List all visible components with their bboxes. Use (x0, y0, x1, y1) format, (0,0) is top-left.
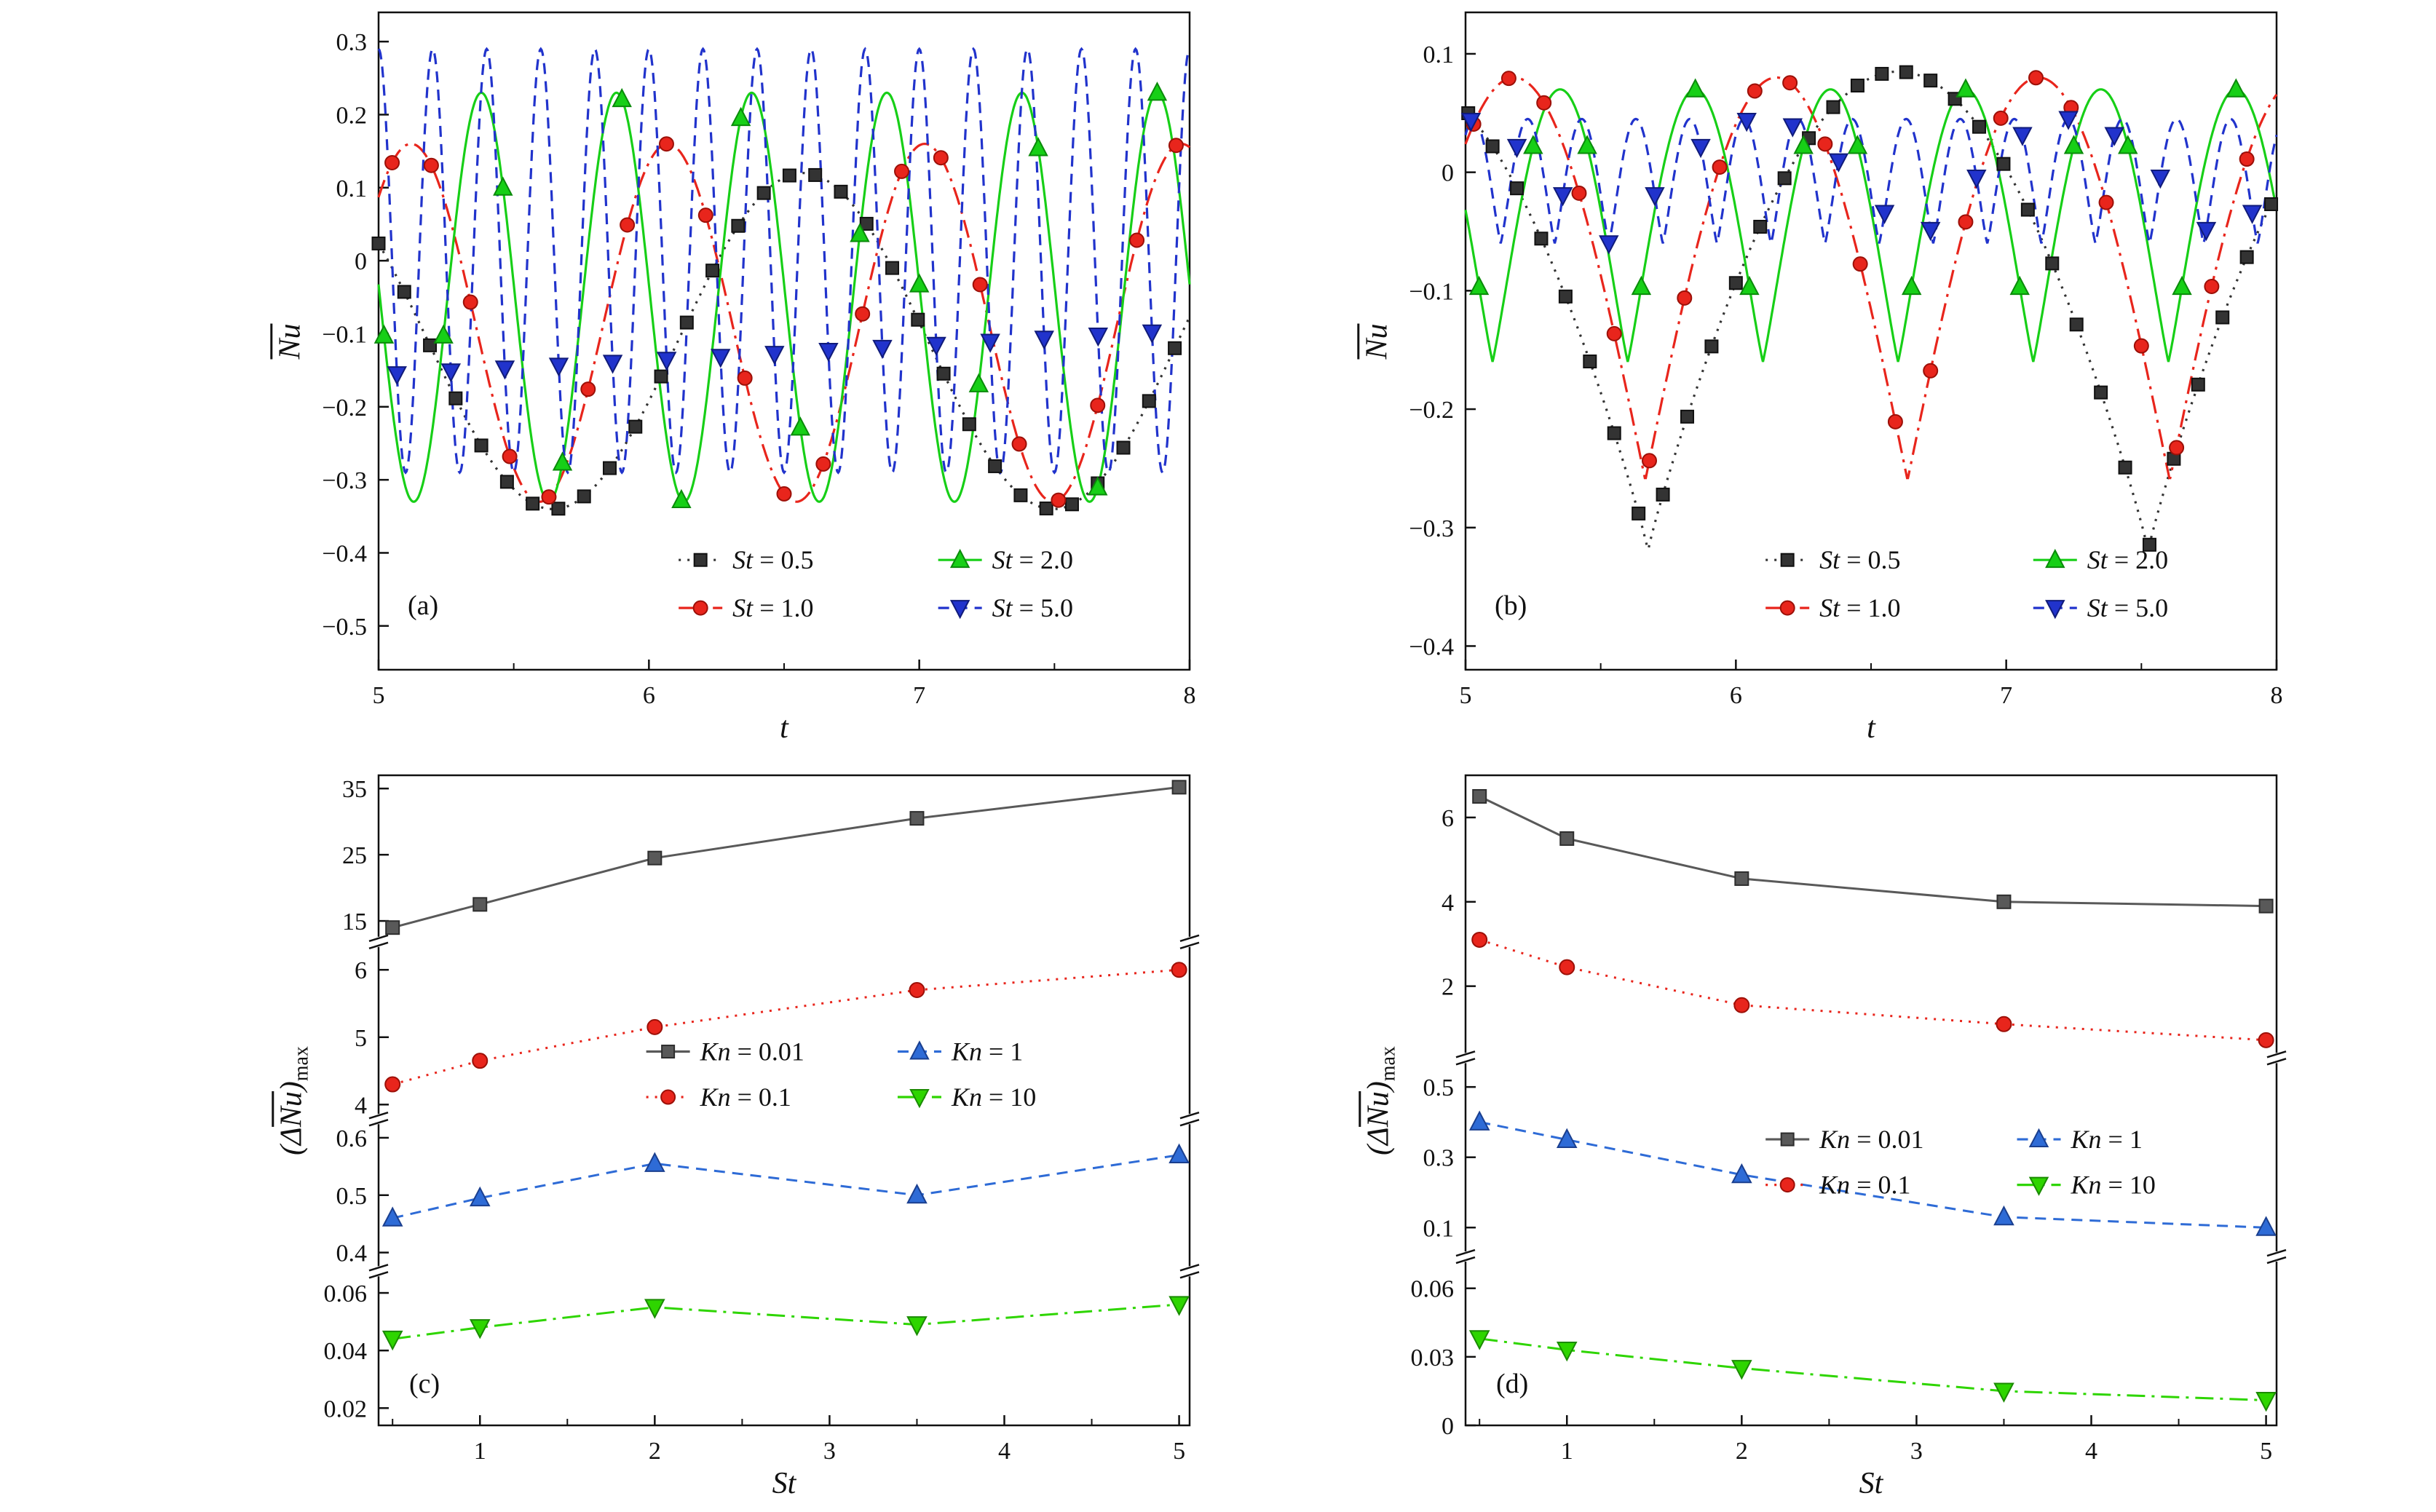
svg-text:5: 5 (1173, 1438, 1185, 1465)
svg-text:5: 5 (1460, 682, 1472, 709)
svg-text:2: 2 (649, 1438, 661, 1465)
svg-text:3: 3 (1910, 1438, 1923, 1465)
svg-text:St = 1.0: St = 1.0 (1819, 593, 1900, 622)
svg-text:3: 3 (823, 1438, 836, 1465)
svg-text:0.1: 0.1 (1423, 41, 1455, 68)
panel-d-xaxis-label: St (1859, 1467, 1883, 1500)
svg-text:6: 6 (643, 682, 655, 709)
svg-text:2: 2 (1736, 1438, 1748, 1465)
svg-text:15: 15 (342, 909, 367, 935)
svg-text:4: 4 (2085, 1438, 2097, 1465)
svg-text:0.04: 0.04 (324, 1338, 368, 1365)
svg-text:0.3: 0.3 (1423, 1145, 1455, 1172)
svg-text:0.5: 0.5 (336, 1183, 368, 1210)
ylabel-prefix: (Δ (1361, 1126, 1396, 1155)
ylabel-subscript: max (290, 1045, 313, 1081)
svg-text:8: 8 (2271, 682, 2283, 709)
svg-text:Kn = 0.1: Kn = 0.1 (1819, 1171, 1910, 1200)
svg-text:35: 35 (342, 776, 367, 803)
svg-text:−0.3: −0.3 (322, 467, 367, 494)
panel-c-yaxis-label: (ΔNu)max (272, 1046, 313, 1155)
svg-text:St = 2.0: St = 2.0 (992, 545, 1073, 574)
svg-text:0: 0 (355, 248, 367, 275)
svg-text:(d): (d) (1496, 1369, 1528, 1399)
svg-text:4: 4 (355, 1092, 367, 1119)
svg-text:25: 25 (342, 842, 367, 869)
svg-text:(c): (c) (409, 1369, 440, 1399)
ylabel-overbar-text: Nu (270, 322, 307, 360)
ylabel-overbar-text: Nu (272, 1091, 308, 1127)
svg-text:0: 0 (1442, 160, 1454, 187)
panel-b-yaxis-label: Nu (1357, 322, 1399, 360)
svg-text:8: 8 (1184, 682, 1196, 709)
svg-text:0.6: 0.6 (336, 1125, 368, 1152)
svg-text:0.1: 0.1 (1423, 1215, 1455, 1242)
panel-d-chart: 1 2 3 4 5 2 4 6 0.1 0.3 0.5 0 0.03 0.06 Kn = 0.01 Kn = … (1411, 774, 2287, 1465)
svg-text:Kn = 0.01: Kn = 0.01 (700, 1037, 804, 1066)
svg-text:2: 2 (1442, 974, 1454, 1001)
ylabel-prefix: (Δ (274, 1126, 309, 1155)
svg-text:0: 0 (1442, 1413, 1454, 1440)
svg-text:Kn = 10: Kn = 10 (2071, 1171, 2156, 1200)
svg-text:Kn = 1: Kn = 1 (951, 1037, 1023, 1066)
panel-a-xaxis-label: t (780, 711, 788, 745)
svg-text:6: 6 (355, 957, 367, 984)
svg-text:St = 2.0: St = 2.0 (2087, 545, 2168, 574)
svg-text:(b): (b) (1495, 590, 1527, 621)
svg-text:1: 1 (474, 1438, 486, 1465)
svg-text:Kn = 10: Kn = 10 (951, 1082, 1036, 1112)
svg-text:0.06: 0.06 (324, 1281, 368, 1307)
svg-text:−0.1: −0.1 (322, 321, 367, 348)
ylabel-suffix: ) (1361, 1080, 1396, 1091)
svg-text:−0.5: −0.5 (322, 614, 367, 641)
ylabel-subscript: max (1377, 1045, 1400, 1081)
svg-text:St = 0.5: St = 0.5 (732, 545, 813, 574)
svg-text:−0.4: −0.4 (322, 540, 367, 567)
svg-text:0.3: 0.3 (336, 29, 368, 56)
svg-text:1: 1 (1561, 1438, 1573, 1465)
svg-text:5: 5 (373, 682, 385, 709)
svg-text:0.1: 0.1 (336, 175, 368, 202)
svg-text:(a): (a) (408, 590, 438, 621)
svg-text:−0.2: −0.2 (322, 395, 367, 421)
svg-text:5: 5 (2260, 1438, 2272, 1465)
svg-text:Kn = 0.01: Kn = 0.01 (1819, 1125, 1923, 1154)
svg-text:−0.1: −0.1 (1409, 278, 1454, 305)
svg-text:0.03: 0.03 (1411, 1345, 1455, 1372)
svg-text:0.06: 0.06 (1411, 1276, 1455, 1303)
panel-b-xaxis-label: t (1867, 711, 1875, 745)
svg-text:0.2: 0.2 (336, 102, 368, 129)
svg-text:St = 1.0: St = 1.0 (732, 593, 813, 622)
ylabel-overbar-text: Nu (1359, 1091, 1395, 1127)
svg-text:5: 5 (355, 1025, 367, 1052)
panel-c-xaxis-label: St (772, 1467, 796, 1500)
panel-b-chart: 5 6 7 8 0.1 0 −0.1 −0.2 −0.3 −0.4 St = 0.5 St = 1.0… (1409, 11, 2283, 709)
svg-text:0.02: 0.02 (324, 1396, 368, 1422)
svg-text:−0.3: −0.3 (1409, 515, 1454, 542)
panel-a-yaxis-label: Nu (270, 322, 312, 360)
svg-text:6: 6 (1730, 682, 1742, 709)
svg-text:St = 0.5: St = 0.5 (1819, 545, 1900, 574)
svg-text:7: 7 (2000, 682, 2012, 709)
panel-a-chart: 5 6 7 8 0.3 0.2 0.1 0 −0.1 −0.2 −0.3 −0.4 −0.5 St = 0… (322, 11, 1196, 709)
svg-text:St = 5.0: St = 5.0 (2087, 593, 2168, 622)
svg-text:Kn = 1: Kn = 1 (2071, 1125, 2143, 1154)
svg-text:4: 4 (998, 1438, 1011, 1465)
panel-d-yaxis-label: (ΔNu)max (1359, 1046, 1400, 1155)
ylabel-overbar-text: Nu (1357, 322, 1393, 360)
ylabel-suffix: ) (274, 1080, 309, 1091)
svg-text:0.4: 0.4 (336, 1240, 368, 1267)
svg-text:7: 7 (913, 682, 925, 709)
svg-text:St = 5.0: St = 5.0 (992, 593, 1073, 622)
svg-text:6: 6 (1442, 805, 1454, 832)
svg-text:−0.2: −0.2 (1409, 397, 1454, 424)
svg-text:Kn = 0.1: Kn = 0.1 (700, 1082, 791, 1112)
svg-text:4: 4 (1442, 890, 1454, 917)
svg-text:−0.4: −0.4 (1409, 633, 1454, 660)
svg-text:0.5: 0.5 (1423, 1074, 1455, 1101)
